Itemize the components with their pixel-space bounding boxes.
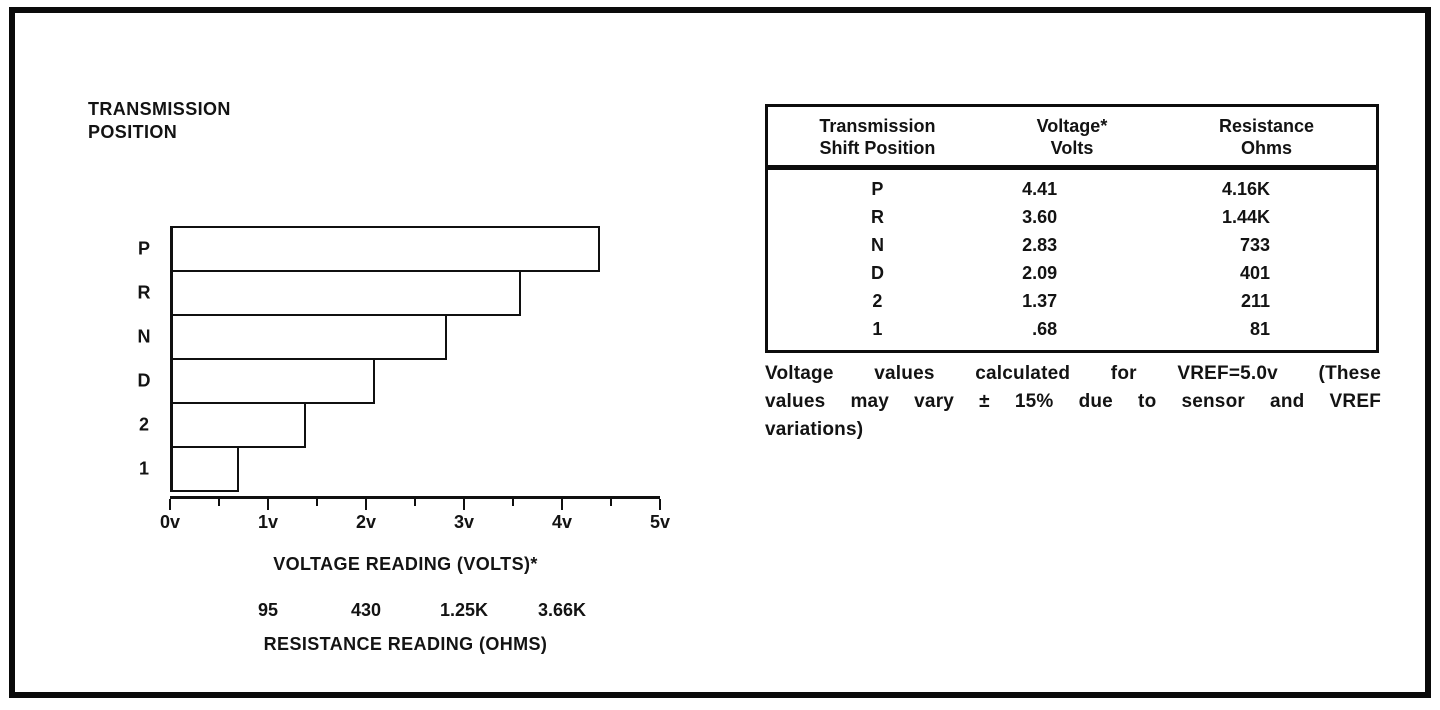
minor-axis-tick [512,499,514,506]
cell-voltage: .68 [1032,319,1058,339]
category-label-D: D [137,370,151,391]
bar-row-P: P [138,226,657,272]
resistance-tick-label-3.66K: 3.66K [537,600,587,620]
table-footnote: Voltage values calculated for VREF=5.0v … [765,360,1381,444]
bar-row-2: 2 [139,402,657,448]
header-line: Shift Position [819,138,936,158]
minor-axis-tick [316,499,318,506]
x-tick-label-0v: 0v [159,512,181,532]
x-tick-label-5v: 5v [649,512,671,532]
major-axis-tick [463,499,465,510]
x-tick-label-3v: 3v [453,512,475,532]
bar-2 [173,402,306,448]
bar-N [173,314,447,360]
category-label-1: 1 [138,458,149,479]
col-header-resistance: Resistance Ohms [1157,115,1376,159]
table-row-2: 2 1.37 211 [768,287,1376,315]
header-line: Transmission [819,116,936,136]
category-label-N: N [137,326,151,347]
cell-voltage: 1.37 [1022,291,1058,311]
minor-axis-tick [218,499,220,506]
header-line: Volts [1050,138,1094,158]
cell-position: 2 [872,291,883,311]
cell-voltage: 2.83 [1022,235,1058,255]
header-line: Ohms [1241,138,1293,158]
major-axis-tick [169,499,171,510]
footnote-line-3: variations) [765,419,864,440]
bar-1 [173,446,239,492]
minor-axis-tick [414,499,416,506]
table-row-R: R 3.60 1.44K [768,203,1376,231]
resistance-tick-label-430: 430 [350,600,382,620]
cell-resistance: 81 [1249,319,1270,339]
header-line: Voltage* [1036,116,1108,136]
major-axis-tick [365,499,367,510]
x-tick-label-2v: 2v [355,512,377,532]
bar-row-D: D [138,358,657,404]
bar-row-R: R [138,270,657,316]
cell-resistance: 733 [1239,235,1270,255]
bar-row-1: 1 [139,446,657,492]
cell-voltage: 2.09 [1022,263,1058,283]
cell-voltage: 3.60 [1022,207,1058,227]
col-header-position: Transmission Shift Position [768,115,987,159]
shift-position-table: Transmission Shift Position Voltage* Vol… [765,104,1379,353]
major-axis-tick [267,499,269,510]
cell-voltage: 4.41 [1022,179,1058,199]
major-axis-tick [561,499,563,510]
chart-title: TRANSMISSION POSITION [88,98,231,144]
chart-title-line-1: TRANSMISSION [88,99,231,119]
footnote-line-1: Voltage values calculated for VREF=5.0v … [765,363,1381,384]
cell-position: D [870,263,884,283]
bar-row-N: N [138,314,657,360]
cell-position: R [870,207,884,227]
header-line: Resistance [1219,116,1315,136]
footnote-line-2: values may vary ± 15% due to sensor and … [765,391,1381,412]
bar-chart-plot: P R N D 2 1 [138,226,657,492]
table-row-P: P 4.41 4.16K [768,175,1376,203]
resistance-axis-label: RESISTANCE READING (OHMS) [263,634,548,654]
category-label-P: P [137,238,150,259]
x-tick-label-4v: 4v [551,512,573,532]
resistance-tick-label-1.25K: 1.25K [439,600,489,620]
resistance-tick-labels: 95 430 1.25K 3.66K [170,600,660,622]
chart-title-line-2: POSITION [88,122,178,142]
table-row-D: D 2.09 401 [768,259,1376,287]
x-tick-label-1v: 1v [257,512,279,532]
bar-D [173,358,376,404]
major-axis-tick [659,499,661,510]
category-label-R: R [137,282,151,303]
x-axis-tick-labels: 0v 1v 2v 3v 4v 5v [160,512,670,534]
bar-R [173,270,522,316]
category-label-2: 2 [138,414,149,435]
bar-P [173,226,600,272]
chart-x-axis [169,496,661,510]
cell-resistance: 4.16K [1221,179,1270,199]
col-header-voltage: Voltage* Volts [987,115,1157,159]
cell-resistance: 211 [1240,291,1270,311]
table-row-N: N 2.83 733 [768,231,1376,259]
cell-resistance: 1.44K [1221,207,1270,227]
table-row-1: 1 .68 81 [768,315,1376,343]
cell-position: 1 [872,319,883,339]
voltage-axis-label: VOLTAGE READING (VOLTS)* [273,554,538,574]
cell-resistance: 401 [1239,263,1270,283]
table-header-row: Transmission Shift Position Voltage* Vol… [768,107,1376,170]
resistance-tick-label-95: 95 [257,600,279,620]
minor-axis-tick [610,499,612,506]
table-body: P 4.41 4.16K R 3.60 1.44K N 2.83 733 D 2.09 401 2 1.3… [768,170,1376,350]
cell-position: P [871,179,884,199]
cell-position: N [870,235,884,255]
